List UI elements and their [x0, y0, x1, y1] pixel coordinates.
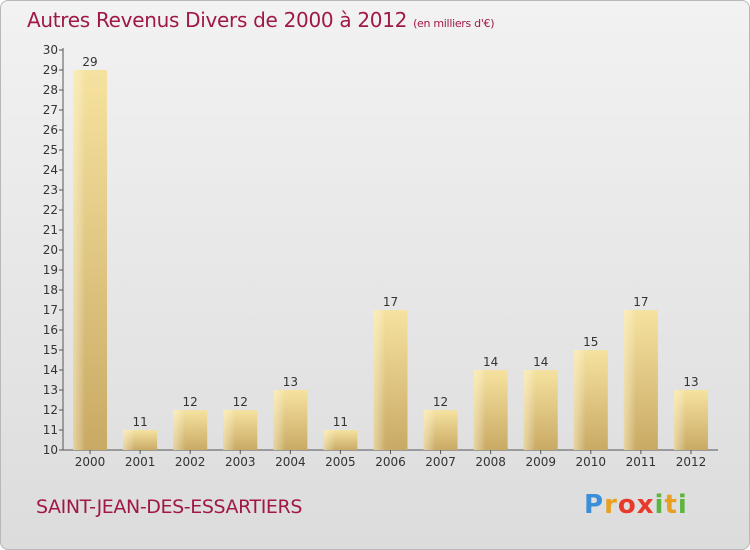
x-tick-label: 2011 — [626, 455, 657, 469]
y-tick-label: 24 — [43, 163, 58, 177]
chart-title: Autres Revenus Divers de 2000 à 2012 (en … — [27, 8, 495, 32]
data-label: 17 — [633, 295, 648, 309]
logo-letter: t — [664, 490, 678, 520]
y-tick-label: 27 — [43, 103, 58, 117]
x-tick-label: 2012 — [676, 455, 707, 469]
x-tick-label: 2002 — [175, 455, 206, 469]
x-tick-label: 2004 — [275, 455, 306, 469]
y-tick-label: 23 — [43, 183, 58, 197]
logo-letter: x — [636, 490, 655, 520]
data-label: 13 — [683, 375, 698, 389]
y-tick-label: 29 — [43, 63, 58, 77]
data-label: 14 — [483, 355, 498, 369]
bar-highlight — [573, 350, 586, 450]
y-tick-label: 26 — [43, 123, 58, 137]
x-tick-label: 2008 — [475, 455, 506, 469]
x-tick-label: 2001 — [125, 455, 156, 469]
x-tick-label: 2000 — [75, 455, 106, 469]
y-tick-label: 16 — [43, 323, 58, 337]
data-label: 12 — [433, 395, 448, 409]
bar-highlight — [373, 310, 386, 450]
y-tick-label: 21 — [43, 223, 58, 237]
bar-highlight — [323, 430, 336, 450]
data-label: 14 — [533, 355, 548, 369]
data-label: 12 — [183, 395, 198, 409]
y-tick-label: 10 — [43, 443, 58, 457]
data-label: 12 — [233, 395, 248, 409]
data-label: 17 — [383, 295, 398, 309]
data-label: 15 — [583, 335, 598, 349]
bar-highlight — [273, 390, 286, 450]
logo-letter: i — [677, 490, 688, 520]
y-tick-label: 17 — [43, 303, 58, 317]
logo-letter: o — [617, 490, 637, 520]
y-tick-label: 30 — [43, 43, 58, 57]
proxiti-logo: Proxiti — [584, 490, 688, 520]
bar-highlight — [523, 370, 536, 450]
bar-highlight — [73, 70, 85, 450]
y-tick-label: 25 — [43, 143, 58, 157]
data-label: 11 — [333, 415, 348, 429]
data-label: 13 — [283, 375, 298, 389]
bar-highlight — [623, 310, 636, 450]
y-tick-label: 13 — [43, 383, 58, 397]
logo-letter: r — [604, 490, 618, 520]
y-tick-label: 22 — [43, 203, 58, 217]
y-tick-label: 20 — [43, 243, 58, 257]
bar-highlight — [473, 370, 486, 450]
x-tick-label: 2006 — [375, 455, 406, 469]
place-name: SAINT-JEAN-DES-ESSARTIERS — [36, 496, 303, 518]
bar-highlight — [223, 410, 236, 450]
chart-title-text: Autres Revenus Divers de 2000 à 2012 — [27, 8, 408, 32]
data-label: 11 — [132, 415, 147, 429]
x-tick-label: 2005 — [325, 455, 356, 469]
bar-highlight — [673, 390, 686, 450]
y-tick-label: 14 — [43, 363, 58, 377]
y-tick-label: 12 — [43, 403, 58, 417]
bar-highlight — [423, 410, 436, 450]
data-label: 29 — [82, 55, 97, 69]
logo-letter: i — [654, 490, 665, 520]
x-tick-label: 2007 — [425, 455, 456, 469]
y-tick-label: 15 — [43, 343, 58, 357]
y-tick-label: 28 — [43, 83, 58, 97]
chart-subtitle: (en milliers d'€) — [413, 17, 495, 30]
y-tick-label: 18 — [43, 283, 58, 297]
y-tick-label: 11 — [43, 423, 58, 437]
x-tick-label: 2010 — [576, 455, 607, 469]
logo-letter: P — [584, 490, 605, 520]
x-tick-label: 2009 — [525, 455, 556, 469]
bar-highlight — [173, 410, 186, 450]
x-tick-label: 2003 — [225, 455, 256, 469]
y-tick-label: 19 — [43, 263, 58, 277]
bar-highlight — [123, 430, 136, 450]
